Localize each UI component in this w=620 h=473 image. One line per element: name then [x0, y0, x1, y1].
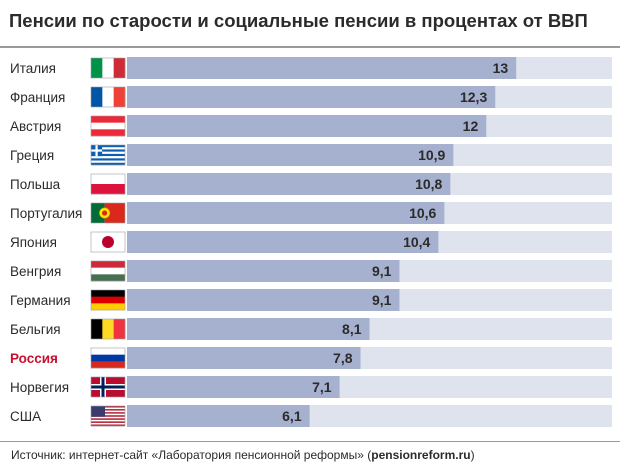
value-label: 8,1	[342, 321, 362, 337]
value-label: 12,3	[460, 89, 487, 105]
bar-row: Германия 9,1	[10, 289, 612, 311]
country-label: Бельгия	[10, 322, 61, 337]
portugal-flag-icon	[90, 202, 126, 224]
bottom-divider	[0, 441, 620, 442]
value-label: 13	[493, 60, 509, 76]
chart-title: Пенсии по старости и социальные пенсии в…	[9, 10, 588, 31]
country-label: Греция	[10, 148, 54, 163]
usa-flag-icon	[90, 405, 126, 427]
bar	[127, 144, 454, 166]
bar-row: Венгрия 9,1	[10, 260, 612, 282]
bar	[127, 260, 400, 282]
country-label: Норвегия	[10, 380, 69, 395]
value-label: 7,1	[312, 379, 332, 395]
source-site: pensionreform.ru	[371, 448, 471, 462]
bar-row: Бельгия 8,1	[10, 318, 612, 340]
source-note: Источник: интернет-сайт «Лаборатория пен…	[11, 448, 475, 462]
country-label: Россия	[10, 351, 58, 366]
value-label: 10,4	[403, 234, 430, 250]
poland-flag-icon	[90, 173, 126, 195]
italy-flag-icon	[90, 57, 126, 79]
bar-row: Франция 12,3	[10, 86, 612, 108]
france-flag-icon	[90, 86, 126, 108]
value-label: 7,8	[333, 350, 353, 366]
bar	[127, 86, 496, 108]
bar-row: Италия 13	[10, 57, 612, 79]
bar-row: Польша 10,8	[10, 173, 612, 195]
country-label: США	[10, 409, 41, 424]
source-suffix: )	[470, 448, 475, 462]
country-label: Португалия	[10, 206, 82, 221]
bar	[127, 115, 487, 137]
bar-row: Португалия 10,6	[10, 202, 612, 224]
source-prefix: Источник: интернет-сайт «Лаборатория пен…	[11, 448, 372, 462]
greece-flag-icon	[90, 144, 126, 166]
bar	[127, 347, 361, 369]
bar	[127, 231, 439, 253]
country-label: Германия	[10, 293, 71, 308]
bar	[127, 57, 517, 79]
value-label: 9,1	[372, 263, 392, 279]
japan-flag-icon	[90, 231, 126, 253]
value-label: 6,1	[282, 408, 302, 424]
bar	[127, 405, 310, 427]
bar	[127, 289, 400, 311]
country-label: Франция	[10, 90, 65, 105]
bar	[127, 173, 451, 195]
hungary-flag-icon	[90, 260, 126, 282]
bar-row: США 6,1	[10, 405, 612, 427]
country-label: Польша	[10, 177, 61, 192]
bar	[127, 318, 370, 340]
value-label: 12	[463, 118, 479, 134]
country-label: Италия	[10, 61, 56, 76]
bar-row: Россия 7,8	[10, 347, 612, 369]
bar	[127, 202, 445, 224]
country-label: Венгрия	[10, 264, 61, 279]
norway-flag-icon	[90, 376, 126, 398]
country-label: Япония	[10, 235, 57, 250]
austria-flag-icon	[90, 115, 126, 137]
russia-flag-icon	[90, 347, 126, 369]
bar-row: Греция 10,9	[10, 144, 612, 166]
value-label: 10,8	[415, 176, 442, 192]
bar-row: Норвегия 7,1	[10, 376, 612, 398]
value-label: 10,9	[418, 147, 445, 163]
value-label: 10,6	[409, 205, 436, 221]
bar-row: Япония 10,4	[10, 231, 612, 253]
belgium-flag-icon	[90, 318, 126, 340]
value-label: 9,1	[372, 292, 392, 308]
bar	[127, 376, 340, 398]
bar-row: Австрия 12	[10, 115, 612, 137]
germany-flag-icon	[90, 289, 126, 311]
country-label: Австрия	[10, 119, 61, 134]
top-divider	[0, 46, 620, 48]
